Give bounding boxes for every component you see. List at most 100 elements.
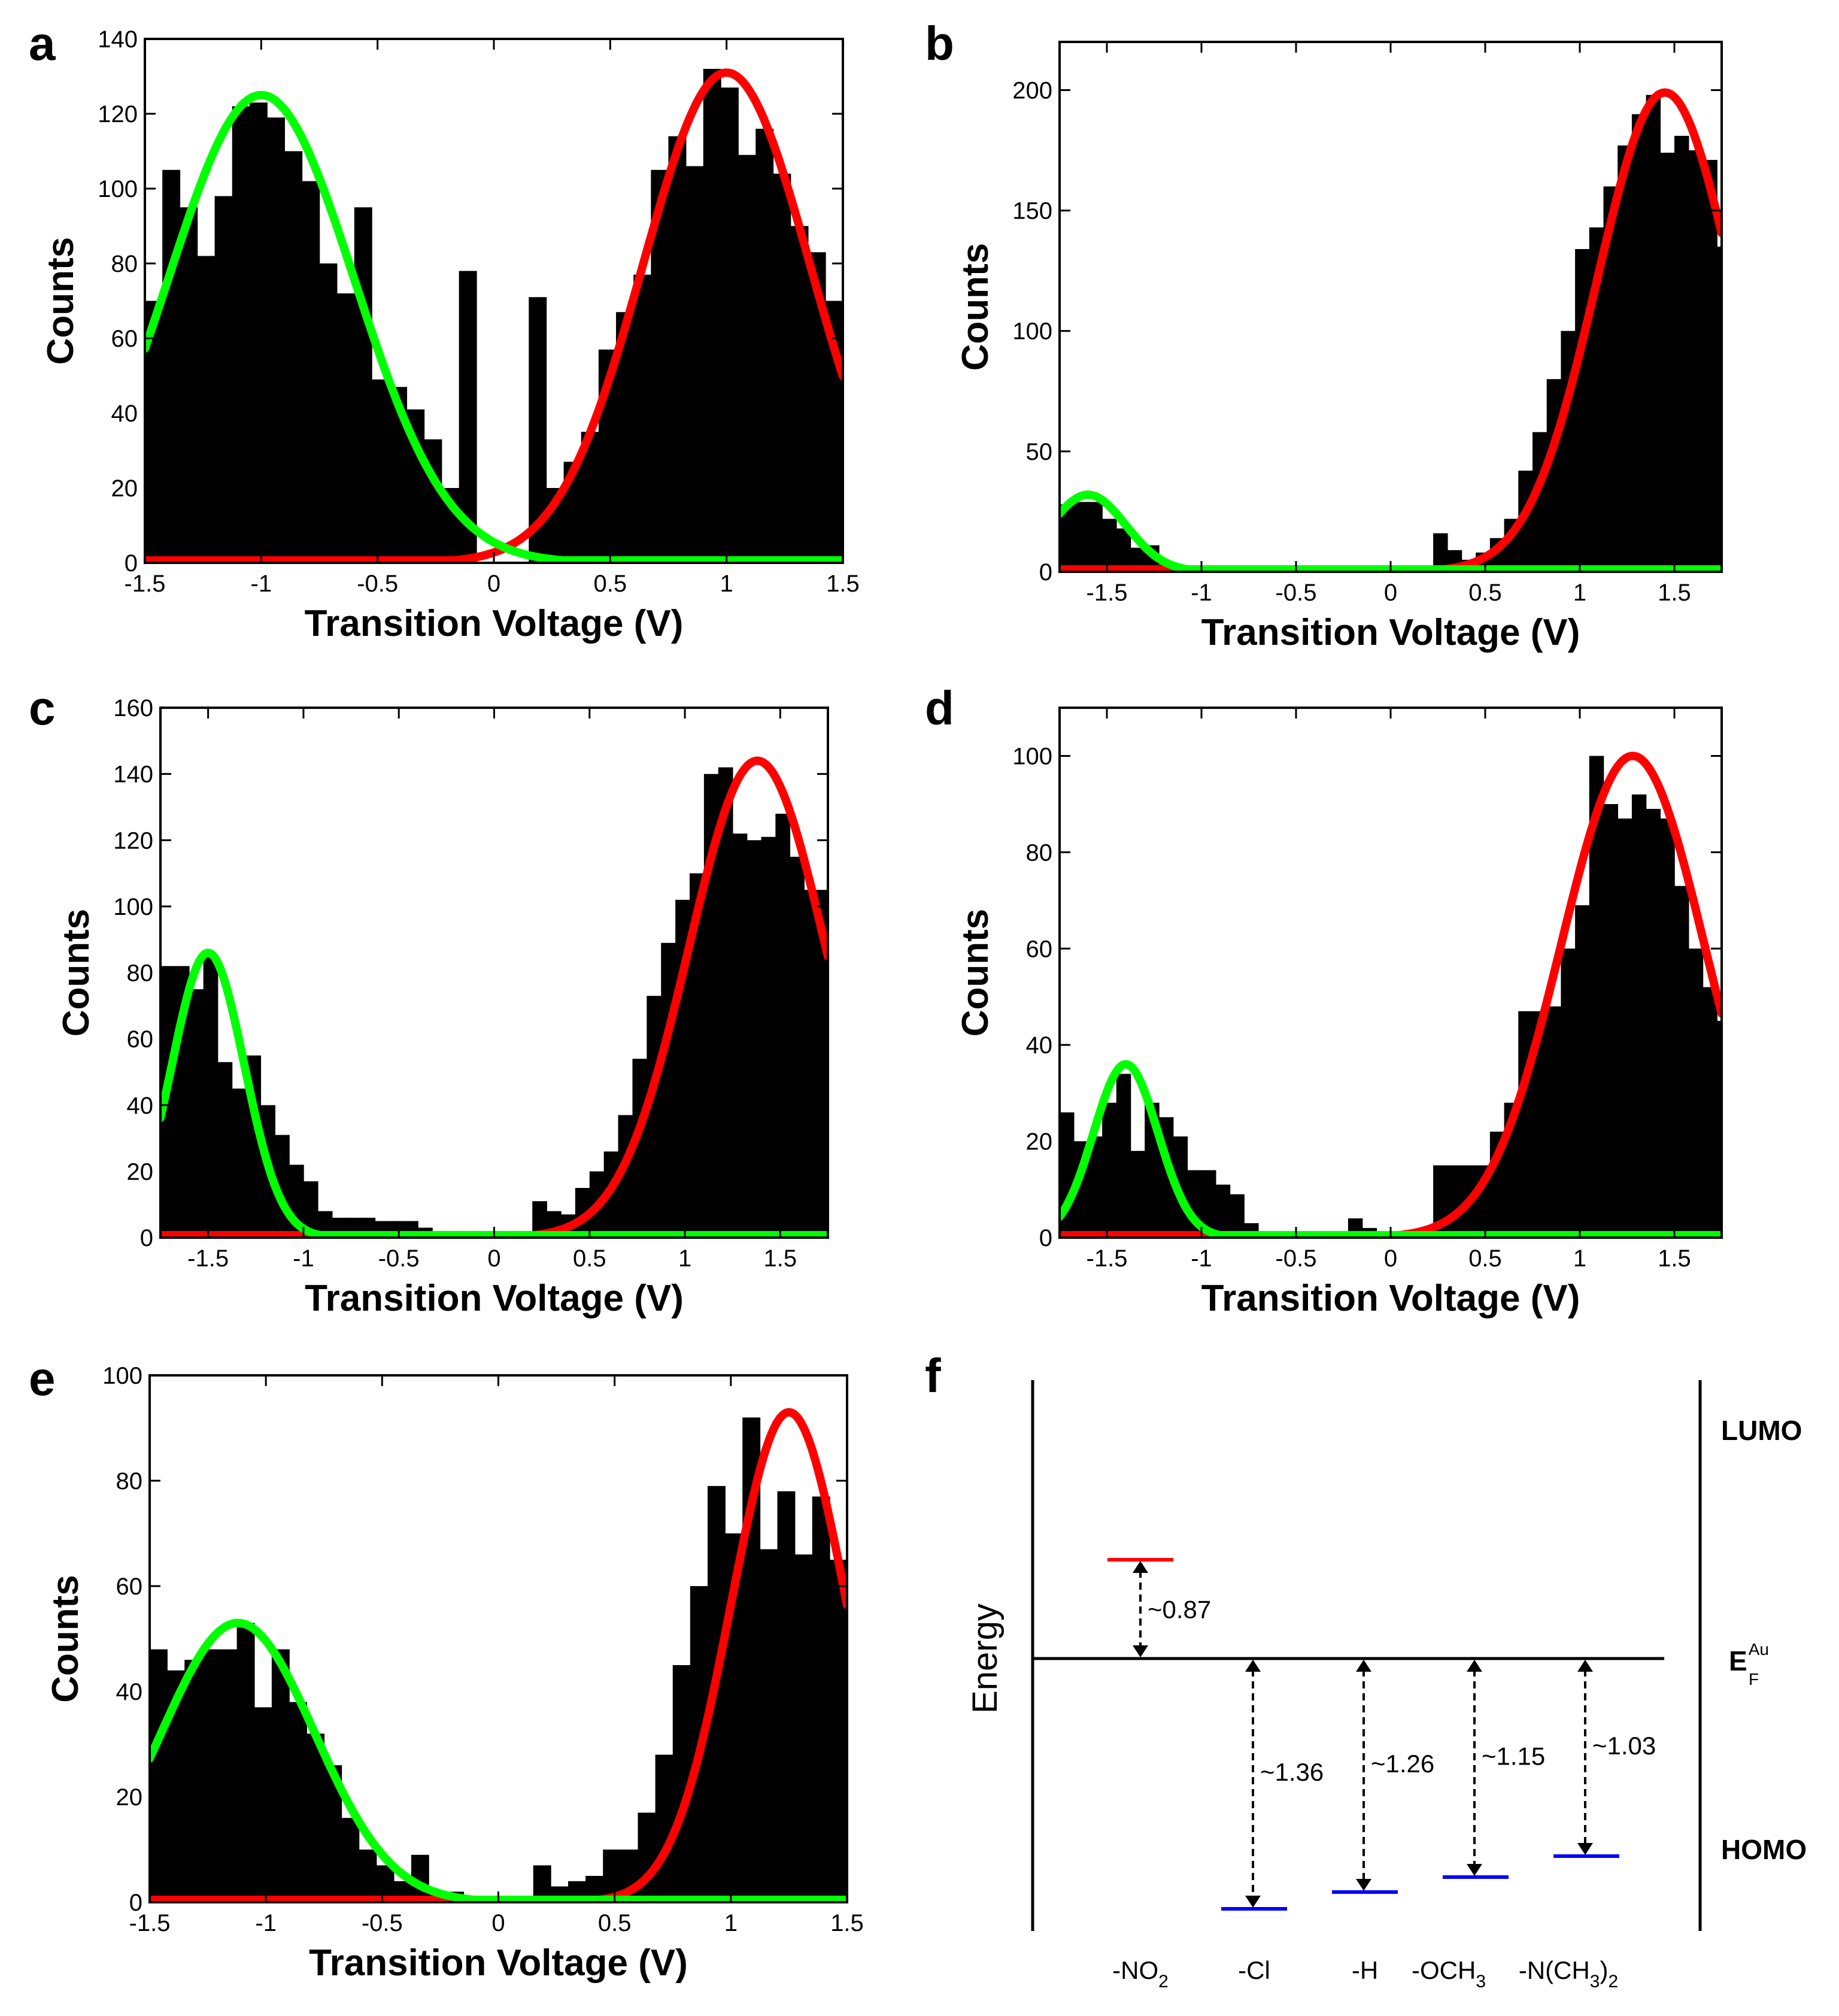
histogram-bar xyxy=(661,942,676,1238)
x-tick-label: 1 xyxy=(678,1245,691,1272)
histogram-bar xyxy=(746,840,762,1238)
panel-a: -1.5 -1 -0.5 0 0.5 1 1.5 0 20 40 60 80 100 120 140 Tran… xyxy=(29,17,860,644)
histogram-bar xyxy=(1102,1102,1117,1238)
gap-arrow-head-up xyxy=(1245,1660,1261,1672)
panel-d: -1.5 -1 -0.5 0 0.5 1 1.5 0 20 40 60 80 100 Transition… xyxy=(925,681,1723,1319)
x-tick-label: -1.5 xyxy=(125,571,166,597)
histogram-bar xyxy=(804,890,819,1238)
panel-letter-b: b xyxy=(925,17,954,70)
x-axis-title: Transition Voltage (V) xyxy=(309,1942,688,1984)
histogram-bar xyxy=(359,1850,377,1902)
energy-diagram: f Energy LUMO HOMO E Au F ~0.87-NO2~1.36… xyxy=(925,1349,1807,1991)
histogram-bar xyxy=(755,129,774,563)
x-tick-label: 1.5 xyxy=(830,1910,864,1936)
histogram-bar xyxy=(184,1660,203,1902)
plot-border-c xyxy=(159,707,829,1239)
substituent-label: -H xyxy=(1352,1956,1378,1984)
y-tick-label: 160 xyxy=(113,695,153,721)
gap-arrow-head-down xyxy=(1245,1896,1261,1908)
histogram-bar xyxy=(232,1089,247,1238)
x-tick-label: 0.5 xyxy=(594,571,627,597)
y-axis-title: Counts xyxy=(45,1575,86,1703)
panel-e: -1.5 -1 -0.5 0 0.5 1 1.5 0 20 40 60 80 100 Transition… xyxy=(29,1352,864,1984)
x-tick-label: 0 xyxy=(487,571,500,597)
histogram-bar xyxy=(633,274,652,563)
substituent-label: -NO2 xyxy=(1112,1956,1169,1991)
plot-border-b xyxy=(1058,41,1723,573)
histogram-bar xyxy=(203,956,219,1238)
y-tick-label: 80 xyxy=(116,1468,143,1494)
histogram-bar xyxy=(761,836,776,1238)
x-tick-label: -0.5 xyxy=(378,1245,420,1272)
x-tick-label: -1 xyxy=(1191,580,1212,606)
histogram-bar xyxy=(812,1496,830,1902)
histogram-bar xyxy=(1102,519,1117,572)
x-tick-label: 0.5 xyxy=(598,1910,632,1936)
y-tick-label: 50 xyxy=(1026,439,1053,465)
gap-arrow-head-down xyxy=(1356,1879,1371,1891)
x-axis-title: Transition Voltage (V) xyxy=(1201,1278,1580,1319)
histogram-bar xyxy=(306,1733,325,1902)
substituent-suffix: ) xyxy=(1600,1956,1608,1984)
substituent-subscript: 3 xyxy=(1476,1972,1486,1991)
x-tick-label: 0.5 xyxy=(1468,580,1502,606)
histogram-bar xyxy=(267,117,285,563)
y-tick-label: 100 xyxy=(1012,743,1052,769)
substituent-label: -N(CH3)2 xyxy=(1519,1956,1618,1991)
y-tick-label: 40 xyxy=(1026,1032,1053,1059)
panel-letter-d: d xyxy=(925,681,954,735)
histogram-bar xyxy=(336,293,355,563)
histogram-bar xyxy=(197,256,216,563)
histogram-bar xyxy=(775,814,791,1238)
histogram-bar xyxy=(1088,502,1103,572)
y-tick-label: 20 xyxy=(1026,1129,1053,1155)
histogram-bar xyxy=(655,1754,673,1902)
x-tick-label: 0 xyxy=(1384,1245,1397,1272)
level-2: ~1.26 -H xyxy=(1332,1660,1434,1984)
energy-axis-label: Energy xyxy=(966,1603,1005,1714)
substituent-label: -OCH3 xyxy=(1412,1956,1486,1991)
panel-b: -1.5 -1 -0.5 0 0.5 1 1.5 0 50 100 150 200 Transition… xyxy=(925,17,1723,653)
x-tick-label: -0.5 xyxy=(1276,580,1317,606)
substituent-subscript: 2 xyxy=(1158,1972,1169,1991)
histogram-bar xyxy=(150,1649,168,1902)
level-3: ~1.15 -OCH3 xyxy=(1412,1660,1545,1991)
y-tick-label: 60 xyxy=(116,1574,143,1600)
y-tick-label: 140 xyxy=(113,762,153,788)
gap-arrow-head-down xyxy=(1133,1645,1148,1657)
histogram-bar xyxy=(1116,1074,1131,1238)
y-tick-label: 40 xyxy=(111,401,138,427)
gap-arrow-head-down xyxy=(1577,1843,1593,1855)
histogram-bar xyxy=(162,169,181,563)
gap-arrow-head-up xyxy=(1467,1660,1482,1672)
gap-arrow-head-up xyxy=(1356,1660,1371,1672)
histogram-bar xyxy=(302,181,320,563)
histogram-bar xyxy=(685,166,704,563)
x-tick-label: -1.5 xyxy=(187,1245,229,1272)
x-tick-label: 1.5 xyxy=(1658,580,1691,606)
y-tick-label: 60 xyxy=(111,326,138,352)
y-tick-label: 80 xyxy=(127,960,154,987)
y-tick-label: 20 xyxy=(111,475,138,502)
lumo-label: LUMO xyxy=(1721,1415,1802,1446)
histogram-bar xyxy=(647,996,662,1238)
y-tick-label: 0 xyxy=(129,1890,142,1916)
y-axis-title: Counts xyxy=(955,243,996,371)
histogram-bar xyxy=(1688,150,1704,572)
plot-content-c xyxy=(160,756,828,1238)
y-tick-label: 0 xyxy=(1039,559,1052,586)
histogram-bar xyxy=(254,1707,272,1902)
substituent-main: -NO xyxy=(1112,1956,1158,1984)
histogram-bar xyxy=(1660,818,1675,1238)
histogram-bar xyxy=(249,102,268,563)
x-tick-label: -1.5 xyxy=(1087,1245,1128,1272)
level-4: ~1.03 -N(CH3)2 xyxy=(1519,1660,1656,1991)
x-tick-label: 1 xyxy=(1573,1245,1586,1272)
histogram-bar xyxy=(1688,948,1704,1238)
substituent-subscript: 3 xyxy=(1590,1972,1600,1991)
panel-letter-e: e xyxy=(29,1352,56,1405)
histogram-bar xyxy=(1116,528,1131,572)
y-tick-label: 40 xyxy=(116,1679,143,1705)
substituent-main: -N(CH xyxy=(1519,1956,1590,1984)
